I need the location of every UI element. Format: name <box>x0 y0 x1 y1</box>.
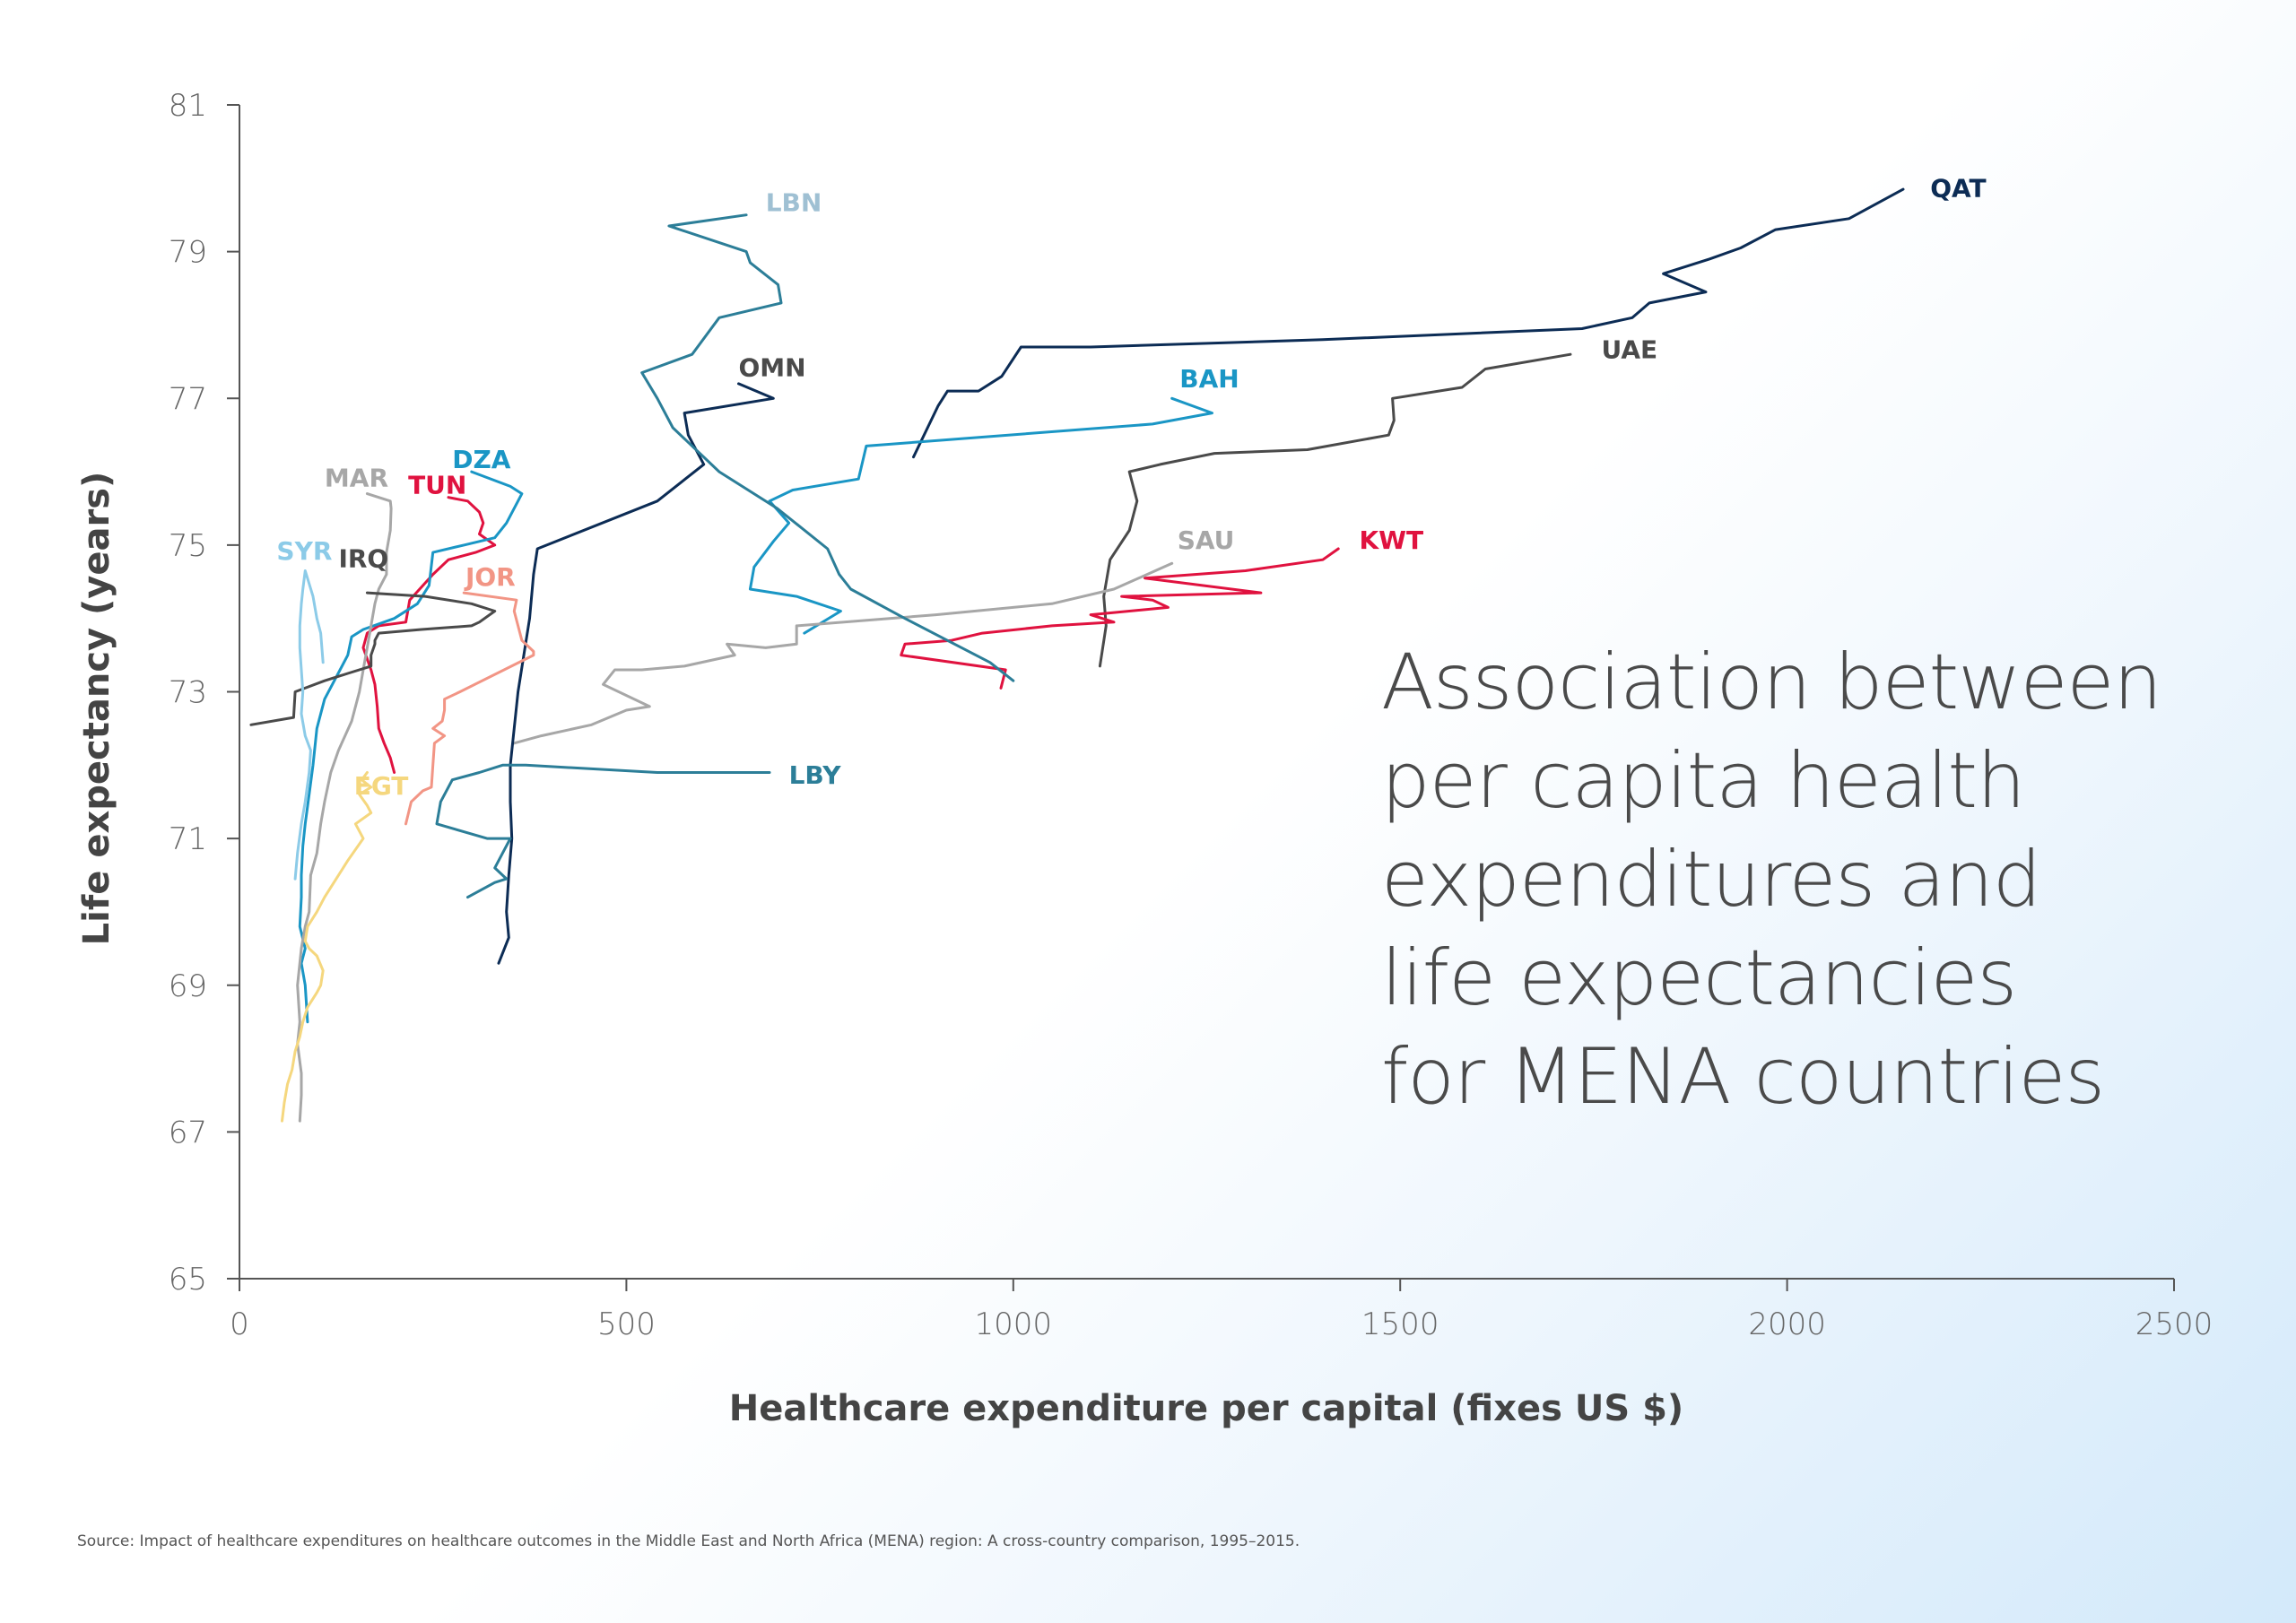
series-line-syr <box>293 569 325 881</box>
series-line-kwt <box>900 547 1340 690</box>
series-label-omn: OMN <box>739 353 806 383</box>
series-line-bah <box>748 396 1213 635</box>
series-label-lbn: LBN <box>766 188 822 218</box>
series-label-syr: SYR <box>276 536 332 566</box>
series-line-dza <box>298 470 524 1024</box>
y-tick-label: 79 <box>169 235 207 271</box>
series-label-dza: DZA <box>452 445 511 474</box>
axis-ticks: 0 500 1000 1500 2000 2500 65 67 69 71 73 75 77 79 81 <box>169 88 2213 1342</box>
x-axis-title: Healthcare expenditure per capital (fixe… <box>729 1388 1683 1429</box>
headline-line: for MENA countries <box>1381 1032 2105 1122</box>
series-label-tun: TUN <box>408 471 466 500</box>
series-line-tun <box>361 496 497 774</box>
y-tick-label: 65 <box>169 1262 207 1298</box>
headline-line: expenditures and <box>1381 835 2041 924</box>
series-line-sau <box>512 561 1174 745</box>
series-line-qat <box>912 187 1905 459</box>
headline-line: per capita health <box>1381 736 2026 826</box>
x-tick-label: 0 <box>230 1306 249 1342</box>
x-tick-label: 500 <box>597 1306 656 1342</box>
series-label-lby: LBY <box>789 760 842 790</box>
y-axis-title: Life expectancy (years) <box>76 472 117 946</box>
y-tick-label: 69 <box>169 968 207 1004</box>
series-label-kwt: KWT <box>1359 525 1423 555</box>
series-label-bah: BAH <box>1179 364 1239 394</box>
series-line-lbn <box>640 213 1015 682</box>
headline-line: Association between <box>1381 638 2162 727</box>
series-line-omn <box>497 382 775 965</box>
series-lines <box>249 187 1905 1123</box>
y-tick-label: 81 <box>169 88 207 124</box>
series-label-irq: IRQ <box>338 543 388 573</box>
x-tick-label: 1000 <box>975 1306 1053 1342</box>
series-line-egt <box>281 771 373 1123</box>
source-note: Source: Impact of healthcare expenditure… <box>77 1532 1300 1550</box>
y-tick-label: 71 <box>169 821 207 857</box>
series-label-qat: QAT <box>1930 173 1986 203</box>
y-tick-label: 73 <box>169 675 207 711</box>
series-line-uae <box>1098 352 1572 668</box>
series-line-irq <box>249 591 497 726</box>
series-label-uae: UAE <box>1602 334 1658 364</box>
x-tick-label: 2000 <box>1748 1306 1826 1342</box>
series-line-jor <box>404 591 535 826</box>
y-tick-label: 77 <box>169 381 207 417</box>
headline-line: life expectancies <box>1381 933 2017 1023</box>
y-tick-label: 67 <box>169 1115 207 1150</box>
series-label-sau: SAU <box>1178 525 1235 555</box>
series-label-mar: MAR <box>325 463 388 492</box>
series-label-jor: JOR <box>464 562 516 592</box>
x-tick-label: 1500 <box>1361 1306 1439 1342</box>
series-label-egt: EGT <box>354 771 409 801</box>
y-tick-label: 75 <box>169 528 207 564</box>
series-line-lby <box>435 763 771 899</box>
x-tick-label: 2500 <box>2135 1306 2213 1342</box>
headline: Association between per capita health expe… <box>1381 633 2260 1126</box>
series-line-mar <box>296 492 393 1123</box>
